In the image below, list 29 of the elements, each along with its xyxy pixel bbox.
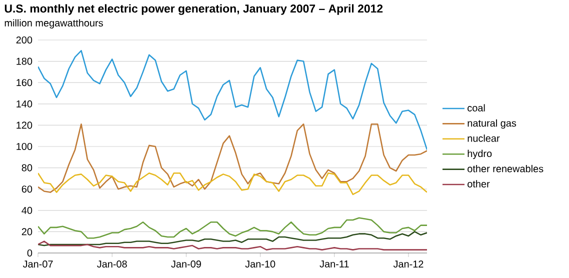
line-series bbox=[38, 50, 428, 150]
x-tick-label: Jan-09 bbox=[171, 260, 201, 268]
y-tick-label: 140 bbox=[16, 100, 32, 108]
y-tick-label: 60 bbox=[22, 186, 32, 193]
line-series bbox=[38, 172, 428, 196]
y-tick-label: 120 bbox=[16, 122, 32, 129]
line-series bbox=[38, 217, 428, 239]
legend-label: natural gas bbox=[468, 119, 516, 129]
legend-label: coal bbox=[468, 104, 485, 112]
x-tick-label: Jan-08 bbox=[97, 260, 127, 268]
y-tick-label: 160 bbox=[16, 79, 32, 86]
y-tick-label: 100 bbox=[16, 142, 32, 150]
y-tick-label: 200 bbox=[16, 36, 32, 44]
legend-label: nuclear bbox=[468, 134, 500, 142]
legend-label: hydro bbox=[468, 150, 492, 160]
legend-label: other renewables bbox=[468, 164, 544, 172]
x-tick-label: Jan-07 bbox=[22, 260, 53, 268]
legend-label: other bbox=[468, 180, 490, 188]
y-tick-label: 0 bbox=[27, 249, 32, 257]
x-tick-label: Jan-11 bbox=[320, 260, 349, 268]
y-tick-label: 80 bbox=[22, 164, 32, 172]
y-axis-title: million megawatthours bbox=[4, 19, 103, 28]
y-tick-label: 180 bbox=[16, 58, 32, 65]
x-tick-label: Jan-12 bbox=[393, 260, 424, 268]
x-tick-label: Jan-10 bbox=[245, 260, 276, 268]
chart-title: U.S. monthly net electric power generation, January 2007 – April 2012 bbox=[4, 4, 383, 15]
y-tick-label: 20 bbox=[22, 228, 32, 236]
y-tick-label: 40 bbox=[22, 206, 32, 214]
line-series bbox=[38, 123, 428, 193]
